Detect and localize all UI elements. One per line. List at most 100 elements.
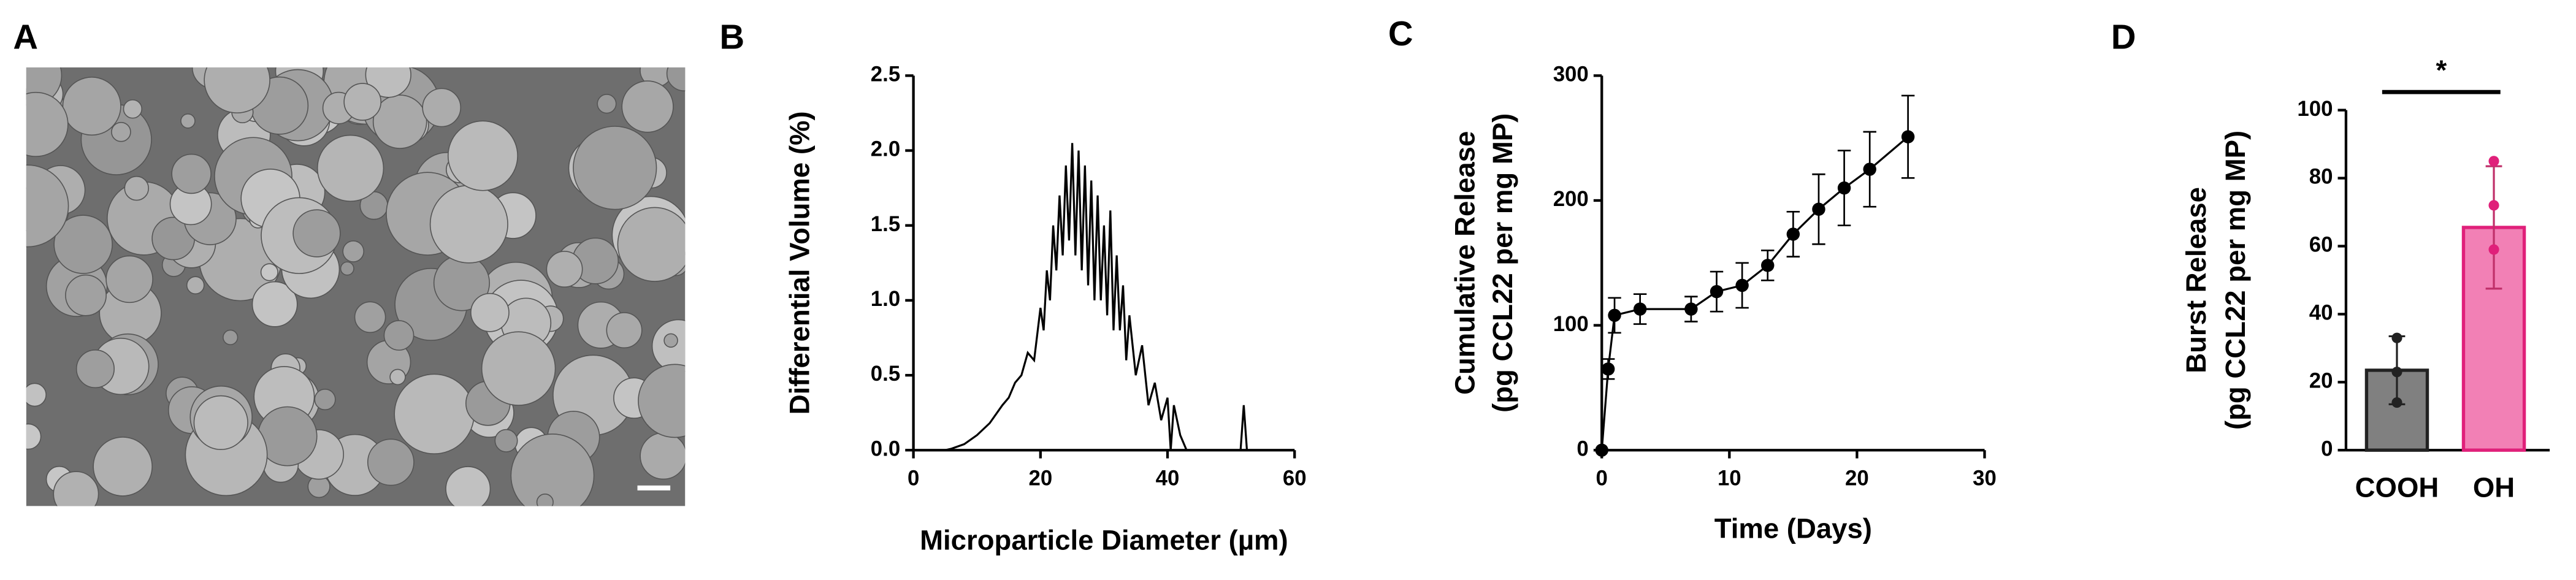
panel-label: B	[719, 17, 744, 56]
data-point	[1633, 302, 1647, 316]
x-tick-label: 20	[1028, 467, 1052, 490]
sem-sphere	[124, 175, 149, 201]
sem-sphere	[663, 333, 678, 348]
sem-sphere	[340, 261, 354, 276]
y-tick-label: 2.5	[871, 63, 900, 86]
y-axis-title: (pg CCL22 per mg MP)	[2220, 131, 2251, 430]
x-tick-label: 40	[1156, 467, 1180, 490]
sem-sphere	[573, 126, 657, 210]
sem-sphere	[422, 88, 462, 128]
sem-sphere	[111, 121, 131, 142]
data-point	[1595, 443, 1608, 457]
sem-sphere	[640, 432, 686, 480]
sem-sphere	[343, 83, 382, 121]
sem-sphere	[314, 388, 336, 411]
sem-sphere	[123, 99, 143, 119]
y-tick-label: 100	[1553, 312, 1589, 336]
x-tick-label: 0	[1596, 467, 1608, 490]
y-tick-label: 60	[2309, 233, 2333, 257]
sem-sphere	[617, 207, 686, 282]
sem-sphere	[597, 94, 617, 114]
data-point	[2391, 397, 2402, 408]
sem-sphere	[621, 80, 674, 133]
sem-sphere	[26, 383, 47, 407]
sem-sphere	[292, 209, 341, 258]
sem-sphere	[26, 423, 42, 450]
y-tick-label: 0	[2321, 437, 2333, 460]
sem-sphere	[481, 331, 556, 406]
data-line	[945, 143, 1248, 451]
y-tick-label: 200	[1553, 187, 1589, 211]
y-tick-label: 0.5	[871, 362, 900, 386]
y-tick-label: 100	[2297, 97, 2333, 121]
data-point	[1901, 130, 1915, 143]
y-axis-title: (pg CCL22 per mg MP)	[1487, 113, 1518, 413]
sem-sphere	[510, 433, 595, 506]
sem-sphere	[53, 471, 99, 506]
panel-label: D	[2111, 17, 2136, 56]
sem-sphere	[171, 153, 212, 194]
data-point	[2488, 156, 2499, 167]
x-tick-label: 60	[1283, 467, 1307, 490]
data-point	[1837, 181, 1851, 195]
y-tick-label: 40	[2309, 301, 2333, 325]
data-point	[2391, 332, 2402, 343]
data-point	[1735, 278, 1749, 292]
data-point	[1710, 284, 1724, 299]
sem-sphere	[447, 120, 518, 191]
sem-sphere	[342, 240, 365, 262]
x-tick-label: 10	[1718, 467, 1741, 490]
sem-sphere	[389, 368, 406, 386]
sem-sphere	[223, 329, 239, 345]
sem-sphere	[536, 494, 554, 506]
x-tick-label: 30	[1973, 467, 1997, 490]
sem-sphere	[470, 292, 510, 332]
sem-sphere	[429, 185, 508, 264]
data-point	[1786, 227, 1800, 241]
sem-spheres	[26, 67, 686, 506]
y-tick-label: 80	[2309, 165, 2333, 189]
data-point	[1761, 259, 1775, 272]
x-tick-label: 0	[908, 467, 919, 490]
sem-sphere	[62, 77, 121, 136]
sem-sphere	[394, 373, 475, 454]
sem-sphere	[546, 251, 583, 288]
sem-sphere	[372, 94, 427, 149]
sem-sphere	[494, 429, 518, 452]
x-axis-title: Time (Days)	[1714, 513, 1872, 544]
data-point	[2391, 367, 2402, 378]
sem-sphere	[606, 312, 643, 349]
sem-sphere	[186, 276, 205, 295]
sem-sphere	[53, 215, 113, 274]
y-axis-title: Differential Volume (%)	[784, 111, 815, 414]
data-line	[1600, 135, 1909, 451]
sem-sphere	[93, 437, 153, 497]
sem-sphere	[180, 113, 196, 129]
y-tick-label: 0	[1577, 437, 1588, 460]
panel-label: C	[1388, 14, 1413, 53]
sem-sphere	[666, 67, 686, 91]
sem-sphere	[26, 91, 69, 157]
x-tick-label: COOH	[2355, 472, 2439, 503]
y-tick-label: 300	[1553, 63, 1589, 86]
sem-sphere	[26, 164, 69, 248]
sem-sphere	[193, 395, 248, 450]
sem-sphere	[75, 349, 115, 389]
x-axis-title: Microparticle Diameter (µm)	[920, 524, 1288, 555]
y-tick-label: 1.0	[871, 287, 900, 311]
data-point	[1608, 308, 1621, 322]
x-tick-label: OH	[2473, 472, 2515, 503]
sem-sphere	[65, 274, 107, 316]
sem-sphere	[260, 263, 278, 281]
sem-sphere	[445, 466, 491, 506]
data-point	[1684, 302, 1698, 316]
y-tick-label: 20	[2309, 369, 2333, 393]
x-tick-label: 20	[1845, 467, 1869, 490]
sem-sphere	[316, 134, 384, 202]
sem-sphere	[251, 281, 298, 327]
sem-image	[26, 67, 686, 506]
y-tick-label: 2.0	[871, 137, 900, 161]
sem-sphere	[105, 255, 153, 303]
data-point	[1863, 162, 1876, 176]
sem-sphere	[383, 320, 415, 351]
